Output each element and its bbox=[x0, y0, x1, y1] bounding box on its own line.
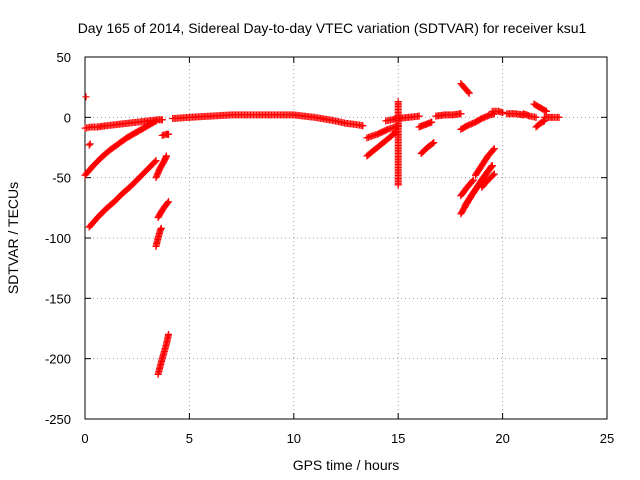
data-point bbox=[468, 177, 476, 185]
y-axis-label: SDTVAR / TECUs bbox=[5, 182, 21, 294]
data-point bbox=[465, 89, 473, 97]
series-arc-hour-14 bbox=[363, 98, 423, 189]
x-tick-label: 15 bbox=[391, 431, 405, 446]
x-tick-label: 10 bbox=[287, 431, 301, 446]
data-point bbox=[151, 118, 159, 126]
series-isolated-points bbox=[82, 93, 94, 149]
data-point bbox=[542, 107, 550, 115]
series-arc-upper-diagonal bbox=[81, 117, 160, 179]
x-axis-ticks: 0 5 10 15 20 25 bbox=[81, 57, 614, 446]
data-point bbox=[85, 141, 93, 149]
series-arc-hour-18 bbox=[457, 80, 498, 218]
y-tick-label: 50 bbox=[57, 50, 71, 65]
data-point bbox=[532, 113, 540, 121]
data-point bbox=[152, 117, 160, 125]
data-point bbox=[487, 163, 495, 171]
data-point bbox=[157, 224, 165, 232]
data-point bbox=[430, 139, 438, 147]
data-point bbox=[499, 109, 507, 117]
data-point bbox=[490, 170, 498, 178]
data-point bbox=[152, 157, 160, 165]
data-point bbox=[555, 113, 563, 121]
data-point bbox=[165, 130, 173, 138]
data-point bbox=[163, 199, 171, 207]
y-axis-ticks: 50 0 -50 -100 -150 -200 -250 bbox=[45, 50, 607, 427]
data-point bbox=[165, 331, 173, 339]
data-points bbox=[81, 80, 563, 378]
x-tick-label: 5 bbox=[186, 431, 193, 446]
y-tick-label: 0 bbox=[64, 110, 71, 125]
y-tick-label: -200 bbox=[45, 352, 71, 367]
data-point bbox=[394, 181, 402, 189]
data-point bbox=[464, 88, 472, 96]
data-point bbox=[158, 116, 166, 124]
data-point bbox=[469, 176, 477, 184]
data-point bbox=[151, 158, 159, 166]
chart-title: Day 165 of 2014, Sidereal Day-to-day VTE… bbox=[78, 20, 587, 36]
y-tick-label: -100 bbox=[45, 231, 71, 246]
data-point bbox=[165, 198, 173, 206]
data-point bbox=[541, 107, 549, 115]
data-point bbox=[162, 152, 170, 160]
series-arc-lower-diagonal bbox=[85, 157, 160, 231]
data-point bbox=[489, 146, 497, 154]
data-point bbox=[489, 171, 497, 179]
data-point bbox=[539, 118, 547, 126]
x-tick-label: 0 bbox=[81, 431, 88, 446]
y-tick-label: -250 bbox=[45, 412, 71, 427]
y-tick-label: -150 bbox=[45, 291, 71, 306]
data-point bbox=[428, 140, 436, 148]
series-arc-hour-16 bbox=[415, 110, 465, 158]
series-arc-steep-1 bbox=[152, 130, 173, 378]
x-tick-label: 25 bbox=[600, 431, 614, 446]
series-arc-hour-20 bbox=[488, 100, 563, 131]
data-point bbox=[490, 145, 498, 153]
data-point bbox=[428, 118, 436, 126]
data-point bbox=[82, 93, 90, 101]
series-arc-main-flat bbox=[169, 111, 367, 130]
x-axis-label: GPS time / hours bbox=[293, 457, 400, 473]
data-point bbox=[488, 162, 496, 170]
data-point bbox=[86, 140, 94, 148]
data-point bbox=[457, 110, 465, 118]
data-point bbox=[415, 112, 423, 120]
y-tick-label: -50 bbox=[52, 171, 71, 186]
x-tick-label: 20 bbox=[495, 431, 509, 446]
data-point bbox=[359, 122, 367, 130]
